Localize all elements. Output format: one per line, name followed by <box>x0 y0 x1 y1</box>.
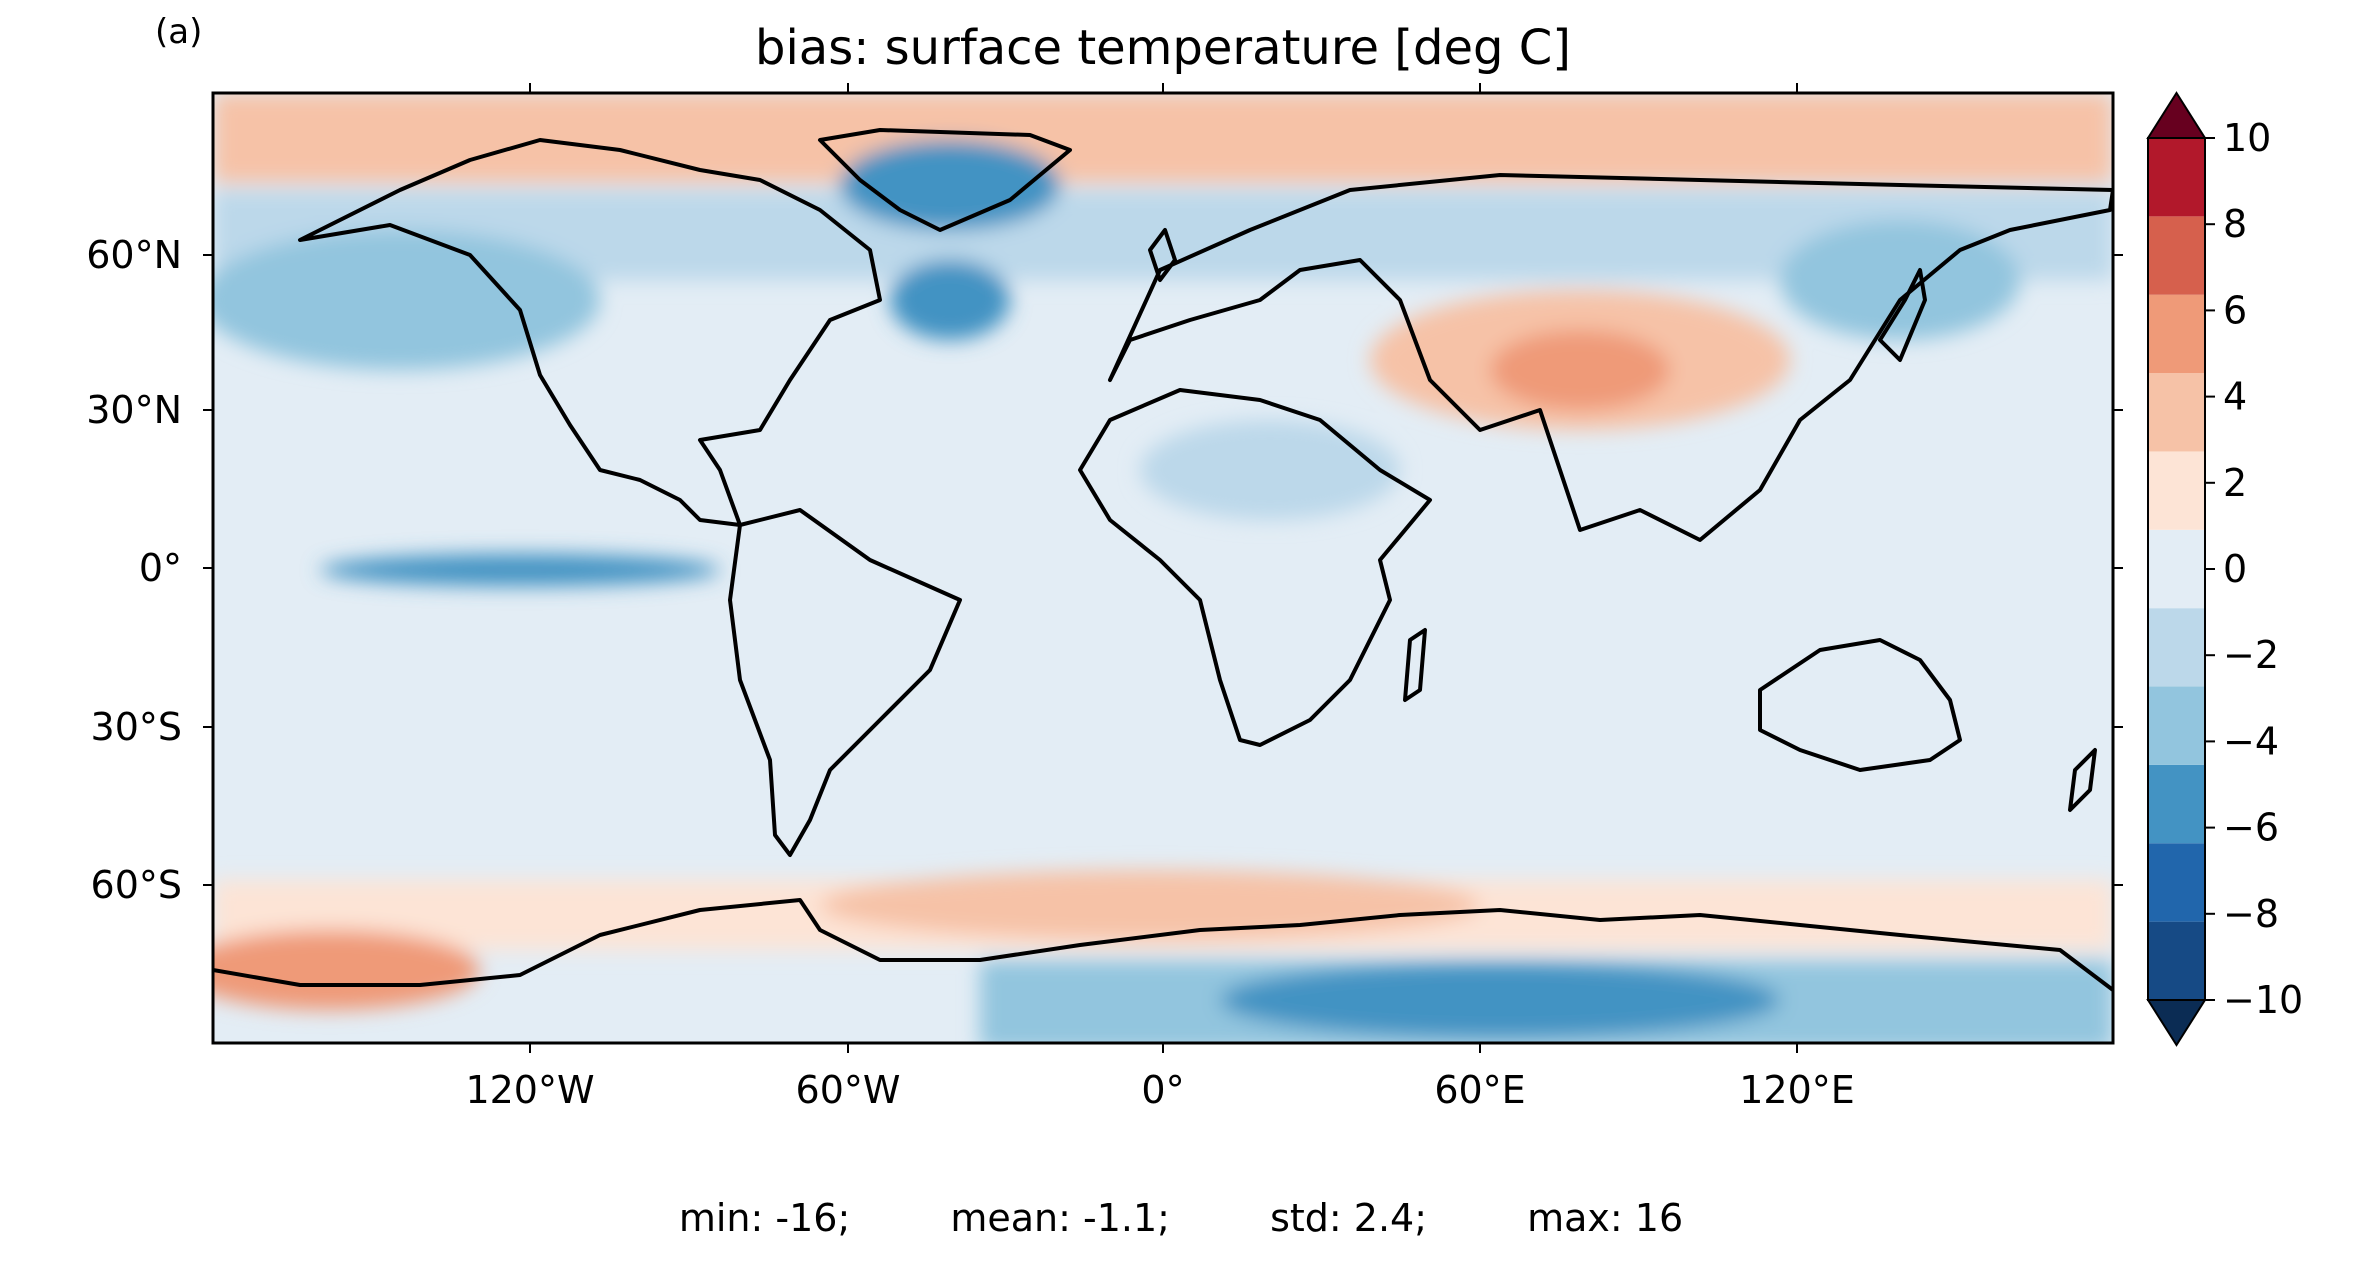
lat-tick-label: 30°S <box>91 705 182 749</box>
colorbar-segment <box>2148 373 2205 452</box>
madagascar-coastline <box>1403 628 1427 702</box>
lat-tick-label: 60°N <box>86 233 182 277</box>
colorbar: 10 8 6 4 2 0 −2 −4 −6 −8 −10 <box>2146 91 2303 1047</box>
lon-tick-label: 60°E <box>1434 1068 1525 1112</box>
colorbar-tick-label: 4 <box>2223 375 2247 419</box>
lon-tick-label: 0° <box>1141 1068 1184 1112</box>
antarctica-coastline <box>213 898 2113 992</box>
colorbar-tick-label: −6 <box>2223 806 2279 850</box>
stat-max: max: 16 <box>1527 1196 1684 1240</box>
north-america-coastline <box>298 138 882 527</box>
panel-label: (a) <box>155 12 203 52</box>
japan-coastline <box>1878 268 1927 362</box>
colorbar-segment <box>2148 451 2205 530</box>
colorbar-segment <box>2148 843 2205 922</box>
eurasia-coastline <box>1108 173 2113 542</box>
colorbar-segment <box>2148 686 2205 765</box>
coastlines <box>213 128 2113 992</box>
colorbar-tick-label: −4 <box>2223 719 2279 763</box>
lon-tick-label: 120°W <box>465 1068 594 1112</box>
colorbar-tick-label: 8 <box>2223 202 2247 246</box>
axis-ticks <box>203 83 2123 1053</box>
uk-coastline <box>1148 228 1177 282</box>
colorbar-tick-label: 10 <box>2223 116 2271 160</box>
colorbar-extend-low <box>2146 999 2207 1047</box>
greenland-coastline <box>818 128 1072 232</box>
lon-tick-label: 120°E <box>1739 1068 1855 1112</box>
colorbar-tick-label: −8 <box>2223 892 2279 936</box>
new-zealand-coastline <box>2068 748 2097 812</box>
south-america-coastline <box>728 508 962 857</box>
colorbar-tick-label: −10 <box>2223 978 2303 1022</box>
colorbar-segment <box>2148 608 2205 687</box>
colorbar-tick-label: −2 <box>2223 633 2279 677</box>
colorbar-segment <box>2148 138 2205 217</box>
colorbar-tick-label: 6 <box>2223 288 2247 332</box>
map-title: bias: surface temperature [deg C] <box>755 20 1571 76</box>
stat-mean: mean: -1.1; <box>950 1196 1170 1240</box>
colorbar-tick-label: 0 <box>2223 547 2247 591</box>
australia-coastline <box>1758 638 1962 772</box>
colorbar-segment <box>2148 216 2205 295</box>
stat-std: std: 2.4; <box>1270 1196 1428 1240</box>
stats-line: min: -16; mean: -1.1; std: 2.4; max: 16 <box>0 1196 2362 1240</box>
lat-tick-label: 0° <box>139 546 182 590</box>
lat-tick-label: 30°N <box>86 388 182 432</box>
colorbar-extend-high <box>2146 91 2207 139</box>
colorbar-segment <box>2148 294 2205 374</box>
stat-min: min: -16; <box>678 1196 851 1240</box>
colorbar-segment <box>2148 921 2205 1000</box>
temperature-field <box>213 93 2113 1043</box>
colorbar-tick-label: 2 <box>2223 461 2247 505</box>
lat-tick-label: 60°S <box>91 863 182 907</box>
lon-tick-label: 60°W <box>796 1068 901 1112</box>
colorbar-segment <box>2148 764 2205 844</box>
africa-coastline <box>1078 388 1432 747</box>
colorbar-segment <box>2148 529 2205 609</box>
